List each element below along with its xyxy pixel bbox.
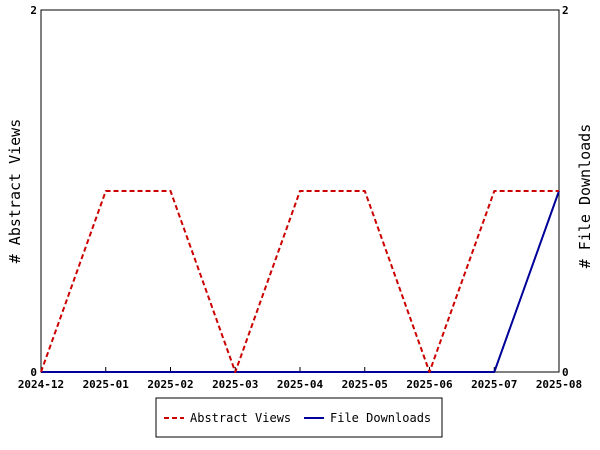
y2-tick-label: 2	[562, 4, 569, 17]
y-tick-label: 0	[30, 366, 37, 379]
x-tick-label: 2025-04	[277, 378, 324, 391]
x-tick-label: 2025-08	[536, 378, 582, 391]
y2-tick-label: 0	[562, 366, 569, 379]
legend-label-abstract-views: Abstract Views	[190, 411, 291, 425]
y-axis-ticks: 0 2 0 2	[30, 4, 568, 379]
y-axis-title: # Abstract Views	[6, 119, 24, 264]
y2-axis-title: # File Downloads	[576, 124, 594, 269]
x-tick-label: 2024-12	[18, 378, 64, 391]
x-tick-label: 2025-07	[471, 378, 517, 391]
x-tick-label: 2025-01	[83, 378, 130, 391]
x-tick-label: 2025-03	[212, 378, 258, 391]
x-tick-label: 2025-05	[342, 378, 388, 391]
series-layer	[40, 190, 560, 373]
x-tick-label: 2025-06	[406, 378, 453, 391]
legend-label-file-downloads: File Downloads	[330, 411, 431, 425]
legend: Abstract Views File Downloads	[155, 397, 443, 438]
legend-box	[155, 397, 443, 438]
y-tick-label: 2	[30, 4, 37, 17]
x-axis-ticks: 2024-12 2025-01 2025-02 2025-03 2025-04 2025-…	[18, 367, 582, 391]
x-tick-label: 2025-02	[147, 378, 193, 391]
